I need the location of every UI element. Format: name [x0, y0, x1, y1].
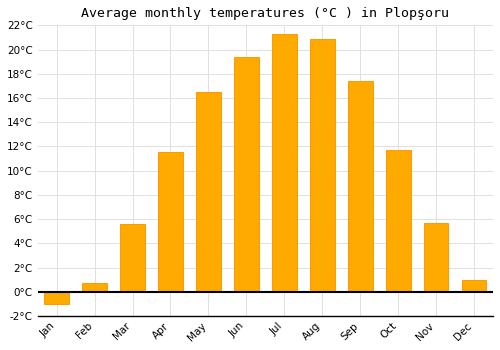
Bar [348, 81, 372, 292]
Bar [424, 223, 448, 292]
Bar [234, 57, 258, 292]
Bar [386, 150, 410, 292]
Bar [120, 224, 145, 292]
Bar [82, 283, 107, 292]
Bar [462, 280, 486, 292]
Bar [196, 92, 221, 292]
Bar [158, 153, 183, 292]
Title: Average monthly temperatures (°C ) in Plopşoru: Average monthly temperatures (°C ) in Pl… [82, 7, 450, 20]
Bar [44, 292, 69, 304]
Bar [272, 34, 296, 292]
Bar [310, 38, 334, 292]
